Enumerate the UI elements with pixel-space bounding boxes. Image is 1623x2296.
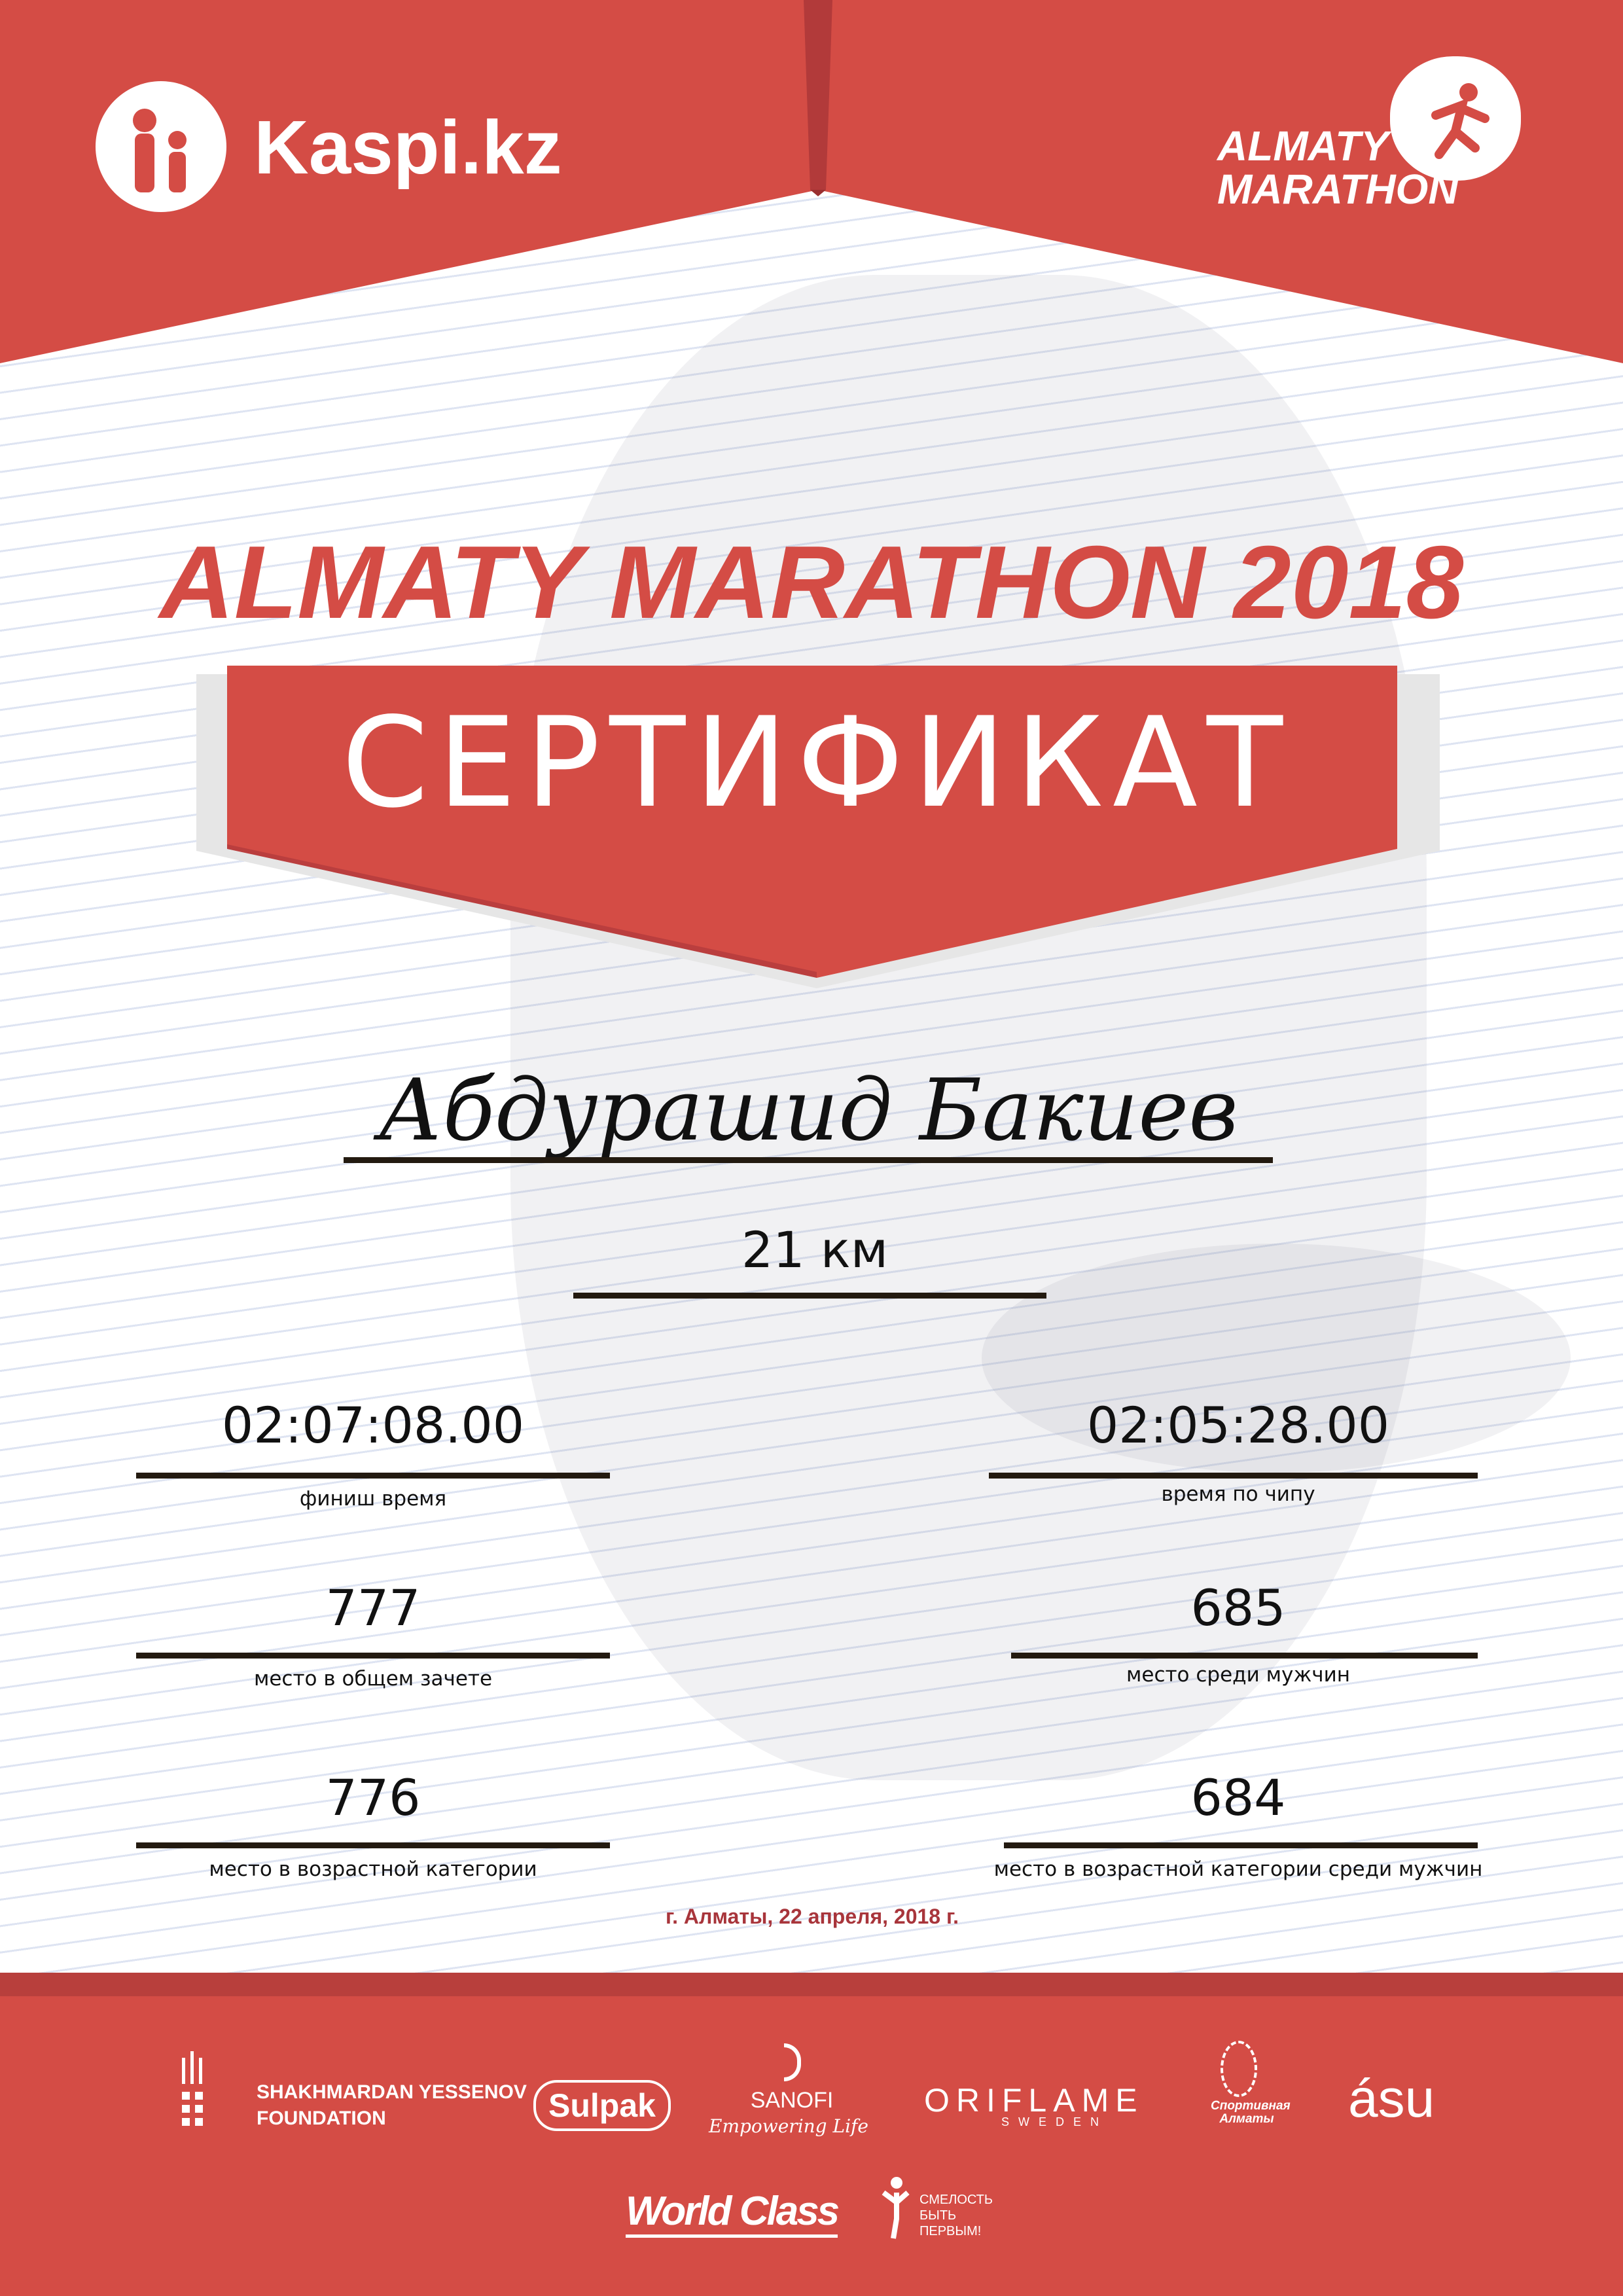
- event-title: ALMATY MARATHON 2018: [159, 525, 1464, 640]
- age-gender-place-value: 684: [1190, 1768, 1286, 1827]
- fund-line1: СМЕЛОСТЬ: [919, 2193, 993, 2207]
- event-logo-line2: MARATHON: [1217, 166, 1459, 213]
- gender-place-label: место среди мужчин: [1126, 1663, 1350, 1687]
- oriflame-sub: SWEDEN: [1001, 2115, 1109, 2128]
- worldclass-logo: World Class: [626, 2189, 840, 2238]
- runner-photo: [510, 275, 1427, 1780]
- sport-almaty-emblem: [1221, 2041, 1257, 2097]
- runner-photo-leg: [982, 1244, 1571, 1473]
- yessenov-logo-line2: FOUNDATION: [257, 2108, 386, 2129]
- kaspi-wordmark: Kaspi.kz: [254, 105, 562, 190]
- overall-place-line: [136, 1653, 610, 1659]
- fund-runner-icon: [882, 2177, 910, 2239]
- sport-almaty-logo: Спортивная Алматы: [1211, 2099, 1291, 2126]
- name-underline: [344, 1157, 1273, 1163]
- gender-place-line: [1011, 1653, 1478, 1659]
- age-gender-place-line: [1004, 1842, 1478, 1848]
- distance-underline: [573, 1293, 1046, 1299]
- family-icon: [133, 109, 187, 192]
- runner-icon: [1431, 83, 1489, 159]
- date-location: г. Алматы, 22 апреля, 2018 г.: [666, 1905, 959, 1928]
- certificate-banner: [196, 666, 1440, 988]
- age-place-value: 776: [325, 1768, 421, 1827]
- overall-place-label: место в общем зачете: [253, 1667, 493, 1691]
- almaty-marathon-logo: [1390, 56, 1521, 181]
- age-gender-place-label: место в возрастной категории среди мужчи…: [993, 1857, 1483, 1881]
- chip-time-value: 02:05:28.00: [1086, 1396, 1390, 1454]
- certificate-label: СЕРТИФИКАТ: [341, 691, 1293, 835]
- finish-time-label: финиш время: [299, 1487, 447, 1511]
- yessenov-icon: [182, 2051, 203, 2126]
- age-place-line: [136, 1842, 610, 1848]
- yessenov-logo-line1: SHAKHMARDAN YESSENOV: [257, 2081, 527, 2103]
- fund-line2: БЫТЬ: [919, 2208, 957, 2223]
- footer: [0, 1973, 1623, 2296]
- finish-time-line: [136, 1473, 610, 1479]
- fund-line3: ПЕРВЫМ!: [919, 2224, 982, 2238]
- chip-time-label: время по чипу: [1161, 1482, 1315, 1506]
- distance: 21 км: [741, 1221, 889, 1279]
- asu-logo: ásu: [1348, 2069, 1435, 2128]
- sanofi-tagline: Empowering Life: [709, 2115, 868, 2137]
- header-banner: [0, 0, 1623, 363]
- background-pattern: [0, 0, 1623, 1977]
- sulpak-logo: Sulpak: [533, 2080, 671, 2131]
- oriflame-logo: ORIFLAME: [924, 2082, 1144, 2119]
- gender-place-value: 685: [1190, 1579, 1286, 1637]
- kaspi-logo: [96, 81, 226, 212]
- chip-time-line: [989, 1473, 1478, 1479]
- event-logo-line1: ALMATY: [1217, 122, 1389, 170]
- participant-name: Абдурашид Бакиев: [378, 1060, 1238, 1160]
- finish-time-value: 02:07:08.00: [221, 1396, 525, 1454]
- sanofi-logo: SANOFI: [750, 2088, 834, 2113]
- overall-place-value: 777: [325, 1579, 421, 1637]
- age-place-label: место в возрастной категории: [209, 1857, 537, 1881]
